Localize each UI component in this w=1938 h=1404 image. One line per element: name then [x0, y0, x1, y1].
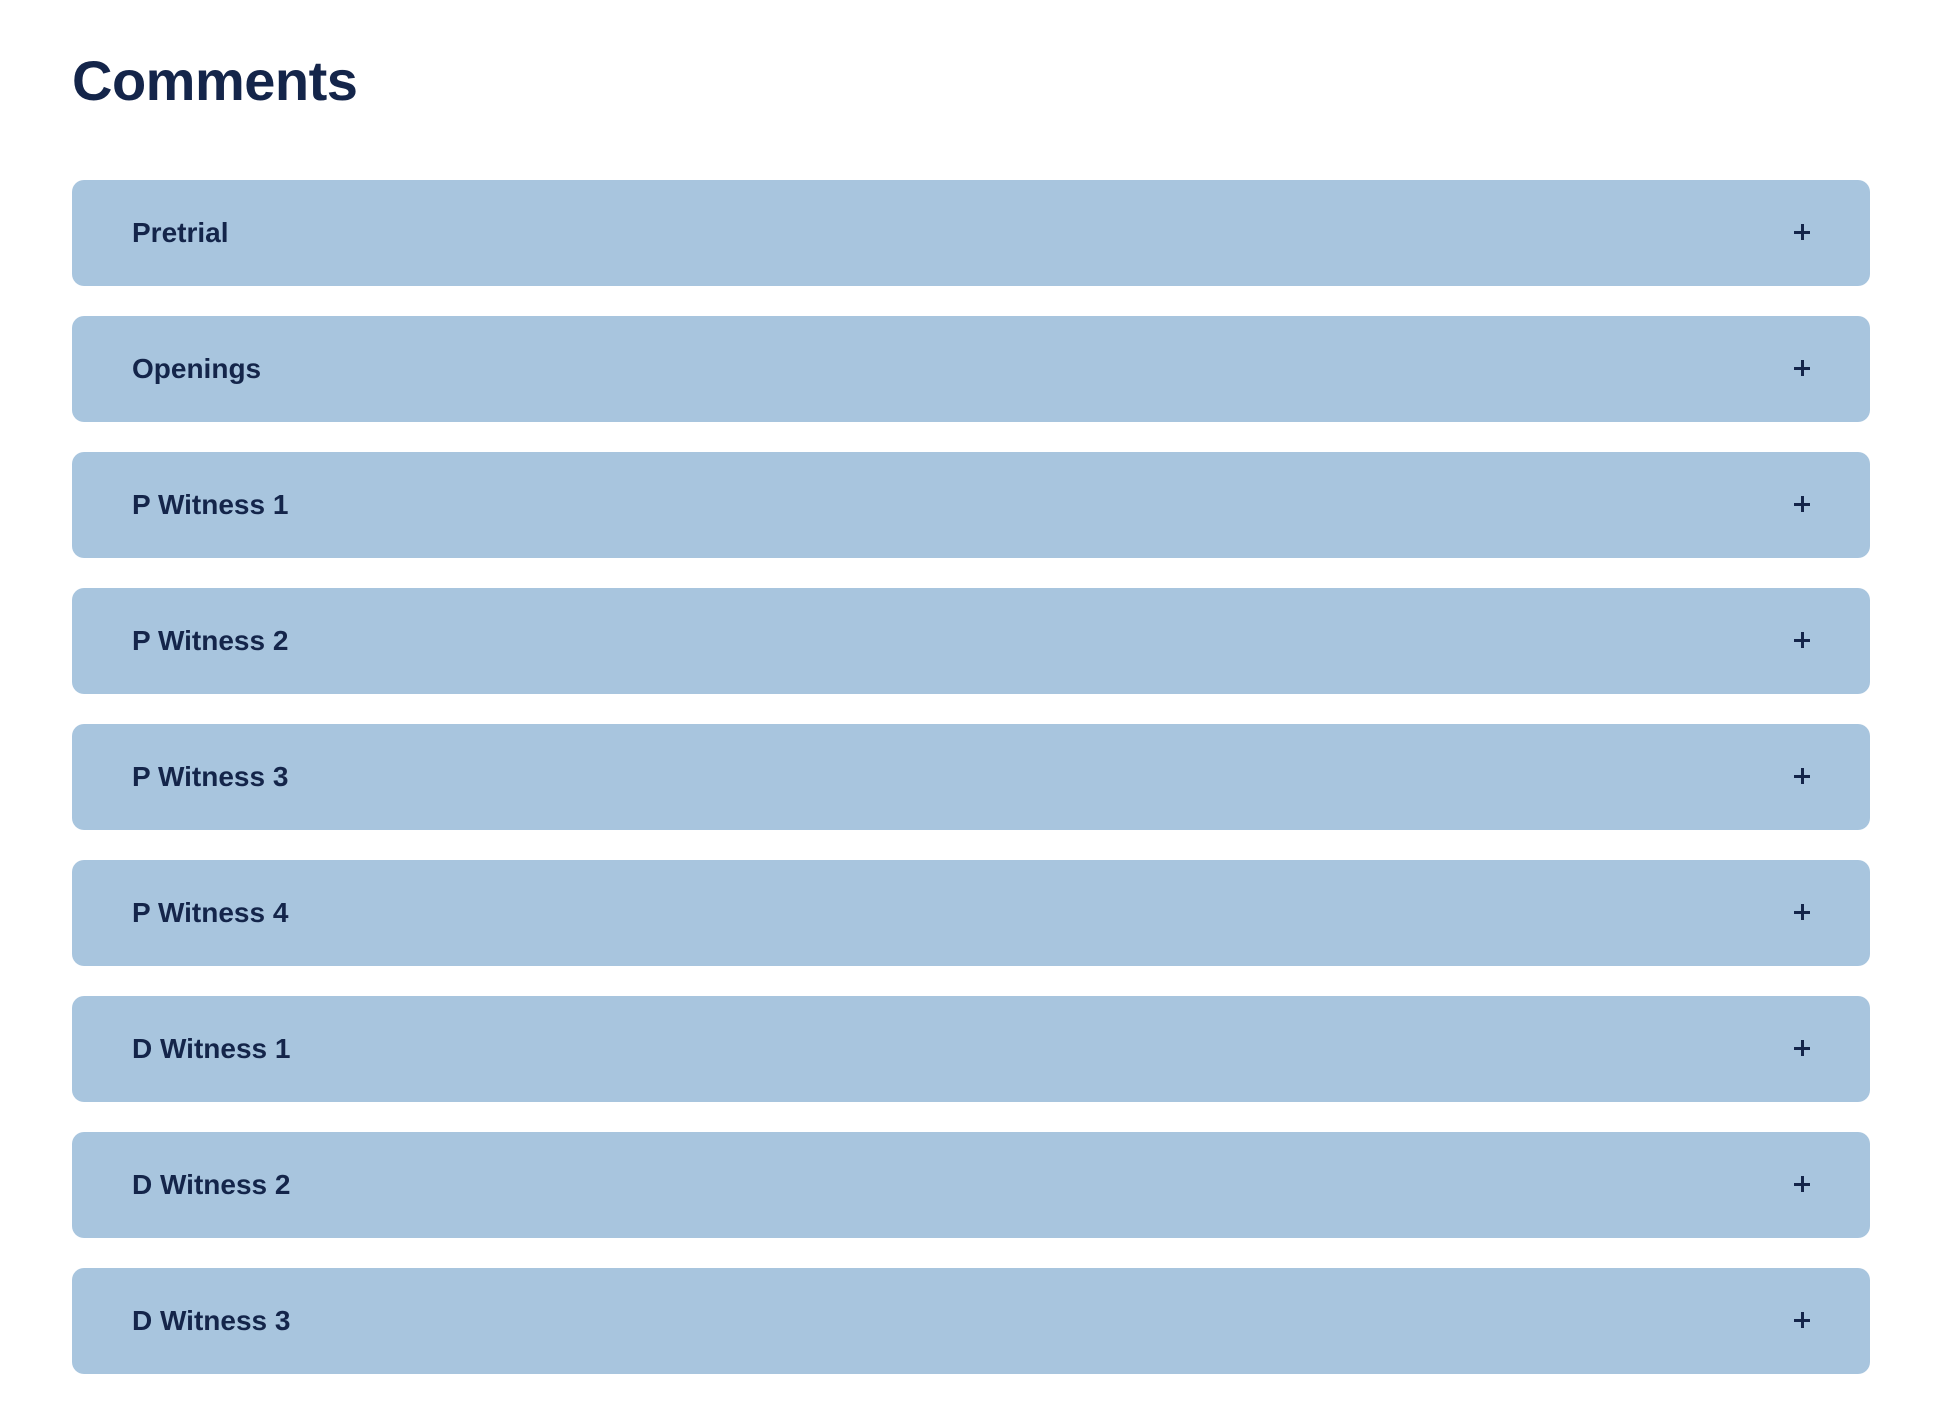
expand-icon[interactable]	[1794, 904, 1810, 920]
accordion-item[interactable]: Openings	[72, 316, 1870, 422]
expand-icon[interactable]	[1794, 360, 1810, 376]
expand-icon[interactable]	[1794, 224, 1810, 240]
accordion-label: D Witness 1	[132, 1033, 291, 1064]
accordion-item[interactable]: P Witness 1	[72, 452, 1870, 558]
accordion-item[interactable]: Pretrial	[72, 180, 1870, 286]
accordion-label: P Witness 2	[132, 625, 289, 656]
accordion-label: P Witness 1	[132, 489, 289, 520]
accordion-item[interactable]: P Witness 3	[72, 724, 1870, 830]
accordion-item[interactable]: P Witness 2	[72, 588, 1870, 694]
accordion-item[interactable]: D Witness 3	[72, 1268, 1870, 1374]
expand-icon[interactable]	[1794, 768, 1810, 784]
accordion-label: Pretrial	[132, 217, 229, 248]
accordion-label: Openings	[132, 353, 262, 384]
expand-icon[interactable]	[1794, 632, 1810, 648]
accordion-item[interactable]: P Witness 4	[72, 860, 1870, 966]
accordion-item[interactable]: D Witness 1	[72, 996, 1870, 1102]
expand-icon[interactable]	[1794, 1040, 1810, 1056]
accordion-item[interactable]: D Witness 2	[72, 1132, 1870, 1238]
accordion-label: D Witness 3	[132, 1305, 291, 1336]
accordion-label: D Witness 2	[132, 1169, 291, 1200]
page-title: Comments	[72, 49, 358, 112]
expand-icon[interactable]	[1794, 1312, 1810, 1328]
expand-icon[interactable]	[1794, 496, 1810, 512]
accordion-label: P Witness 3	[132, 761, 289, 792]
accordion: Pretrial Openings P Witness 1 P Witness 2 P …	[72, 180, 1870, 1404]
expand-icon[interactable]	[1794, 1176, 1810, 1192]
accordion-label: P Witness 4	[132, 897, 289, 928]
